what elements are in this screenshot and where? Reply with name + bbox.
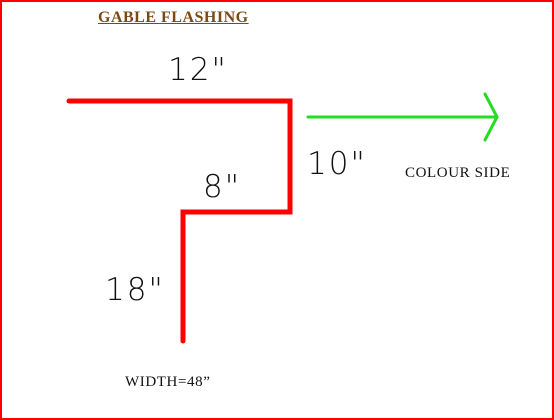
colour-side-label: COLOUR SIDE — [405, 165, 511, 181]
dimension-step-8: 8" — [203, 169, 241, 205]
dimension-right-10: 10" — [307, 146, 367, 182]
dimension-top-12: 12" — [168, 52, 228, 88]
colour-side-arrow-head — [483, 92, 499, 142]
width-label: WIDTH=48” — [125, 374, 211, 390]
flashing-profile-line — [66, 98, 293, 344]
dimension-bottom-18: 18" — [105, 272, 165, 308]
diagram-title: GABLE FLASHING — [98, 9, 249, 26]
